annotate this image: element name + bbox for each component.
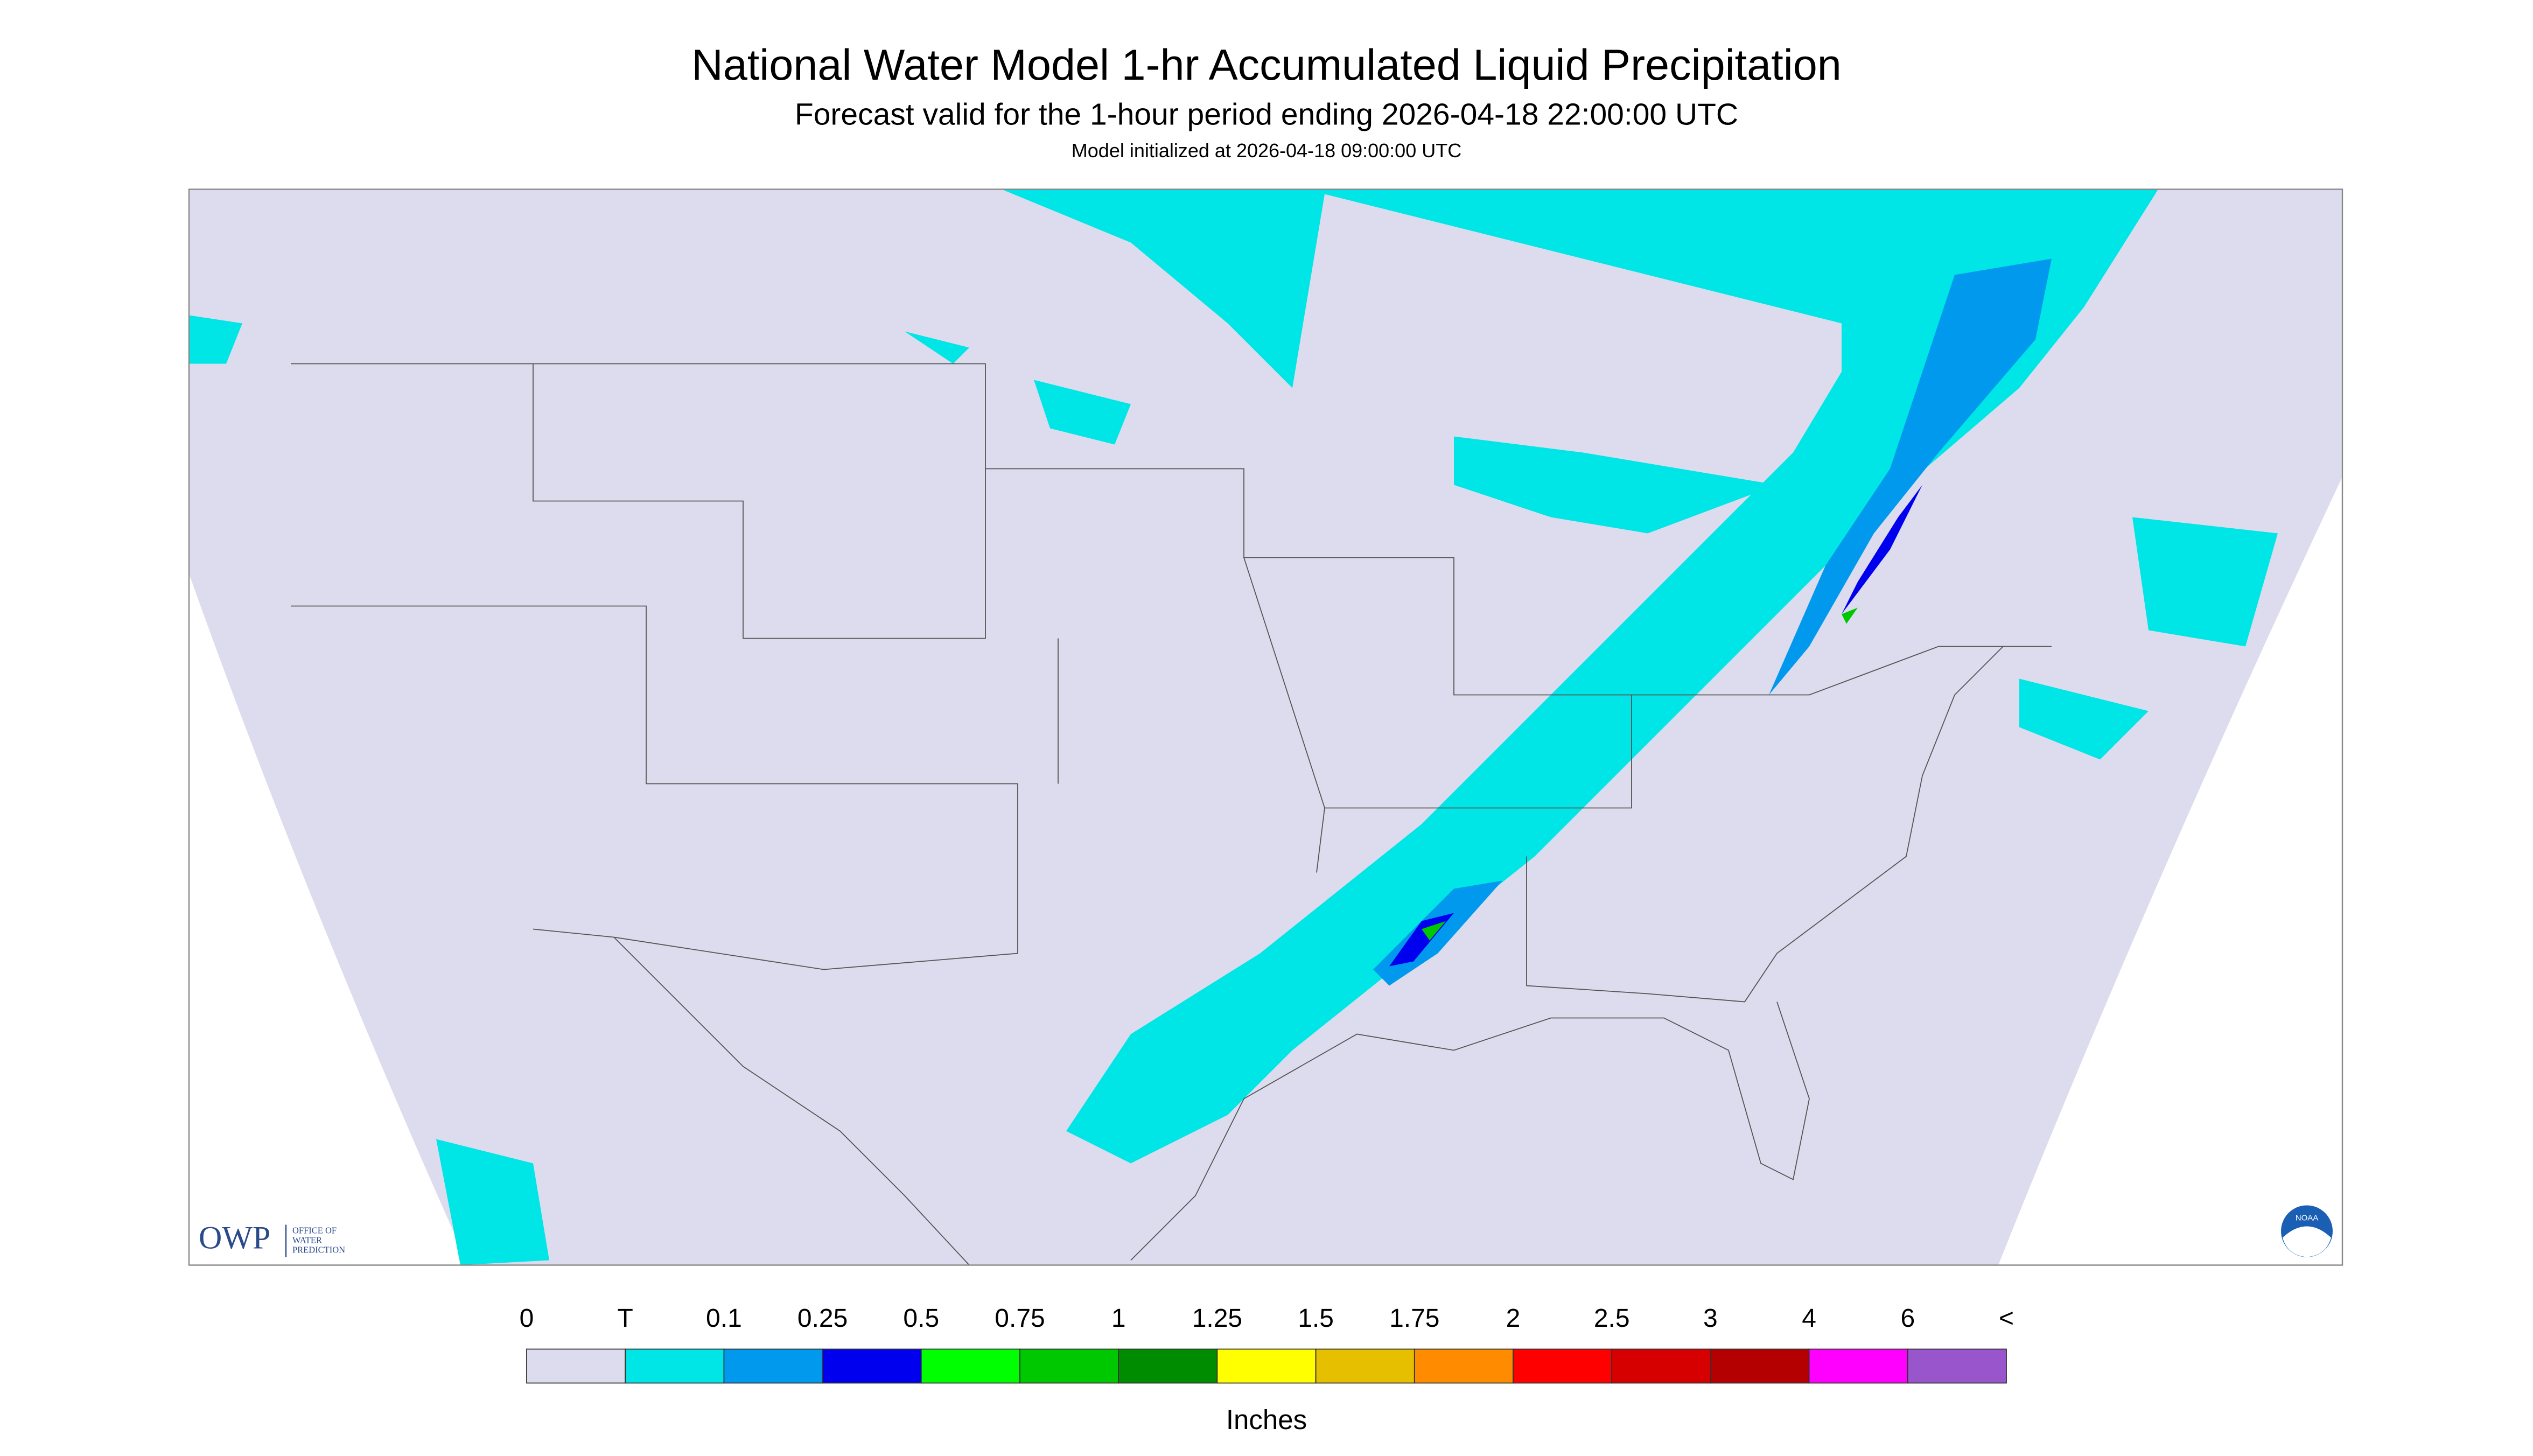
colorbar-swatch — [1611, 1348, 1711, 1384]
colorbar-label: 0 — [520, 1304, 534, 1333]
colorbar-swatch — [1216, 1348, 1317, 1384]
colorbar-label: 1.25 — [1192, 1304, 1242, 1333]
colorbar-swatch — [1808, 1348, 1908, 1384]
colorbar-label: 1.5 — [1298, 1304, 1334, 1333]
boundaries — [291, 363, 2052, 1266]
colorbar-swatch — [1118, 1348, 1218, 1384]
colorbar-label: 0.75 — [995, 1304, 1045, 1333]
colorbar-swatch — [1414, 1348, 1514, 1384]
colorbar-label: 0.1 — [706, 1304, 742, 1333]
subtitle: Forecast valid for the 1-hour period end… — [795, 97, 1738, 132]
owp-name-line: PREDICTION — [292, 1244, 345, 1255]
precip-heavy — [1422, 607, 1858, 941]
noaa-wave — [2283, 1226, 2331, 1257]
colorbar-swatch — [625, 1348, 725, 1384]
owp-name-line: WATER — [292, 1235, 322, 1245]
colorbar-swatch — [1315, 1348, 1415, 1384]
owp-logo: OWP — [199, 1220, 270, 1255]
precip-trace — [189, 189, 2278, 1265]
colorbar-label: 4 — [1802, 1304, 1816, 1333]
colorbar-label: 1.75 — [1389, 1304, 1439, 1333]
colorbar-label: 2 — [1506, 1304, 1521, 1333]
title: National Water Model 1-hr Accumulated Li… — [691, 41, 1842, 89]
colorbar-label: T — [618, 1304, 633, 1333]
colorbar-swatch — [526, 1348, 626, 1384]
colorbar-swatch — [1710, 1348, 1810, 1384]
colorbar: 0 T 0.1 0.25 0.5 0.75 1 1.25 1.5 1.75 2 2.5 3 4 6 < — [520, 1304, 2014, 1384]
colorbar-label: 6 — [1900, 1304, 1915, 1333]
colorbar-label: 2.5 — [1594, 1304, 1630, 1333]
map-frame — [188, 188, 2343, 1266]
init-time: Model initialized at 2026-04-18 09:00:00… — [1072, 139, 1461, 162]
colorbar-swatch — [1907, 1348, 2007, 1384]
colorbar-label: < — [1999, 1304, 2014, 1333]
colorbar-unit: Inches — [1226, 1404, 1307, 1435]
colorbar-label: 3 — [1703, 1304, 1718, 1333]
owp-name-line: OFFICE OF — [292, 1225, 337, 1235]
colorbar-swatch — [822, 1348, 922, 1384]
colorbar-label: 0.5 — [903, 1304, 939, 1333]
colorbar-swatch — [723, 1348, 823, 1384]
colorbar-swatch — [920, 1348, 1020, 1384]
colorbar-label: 1 — [1111, 1304, 1126, 1333]
colorbar-swatch — [1019, 1348, 1119, 1384]
colorbar-swatch — [1513, 1348, 1613, 1384]
noaa-label: NOAA — [2296, 1213, 2319, 1222]
colorbar-label: 0.25 — [797, 1304, 848, 1333]
